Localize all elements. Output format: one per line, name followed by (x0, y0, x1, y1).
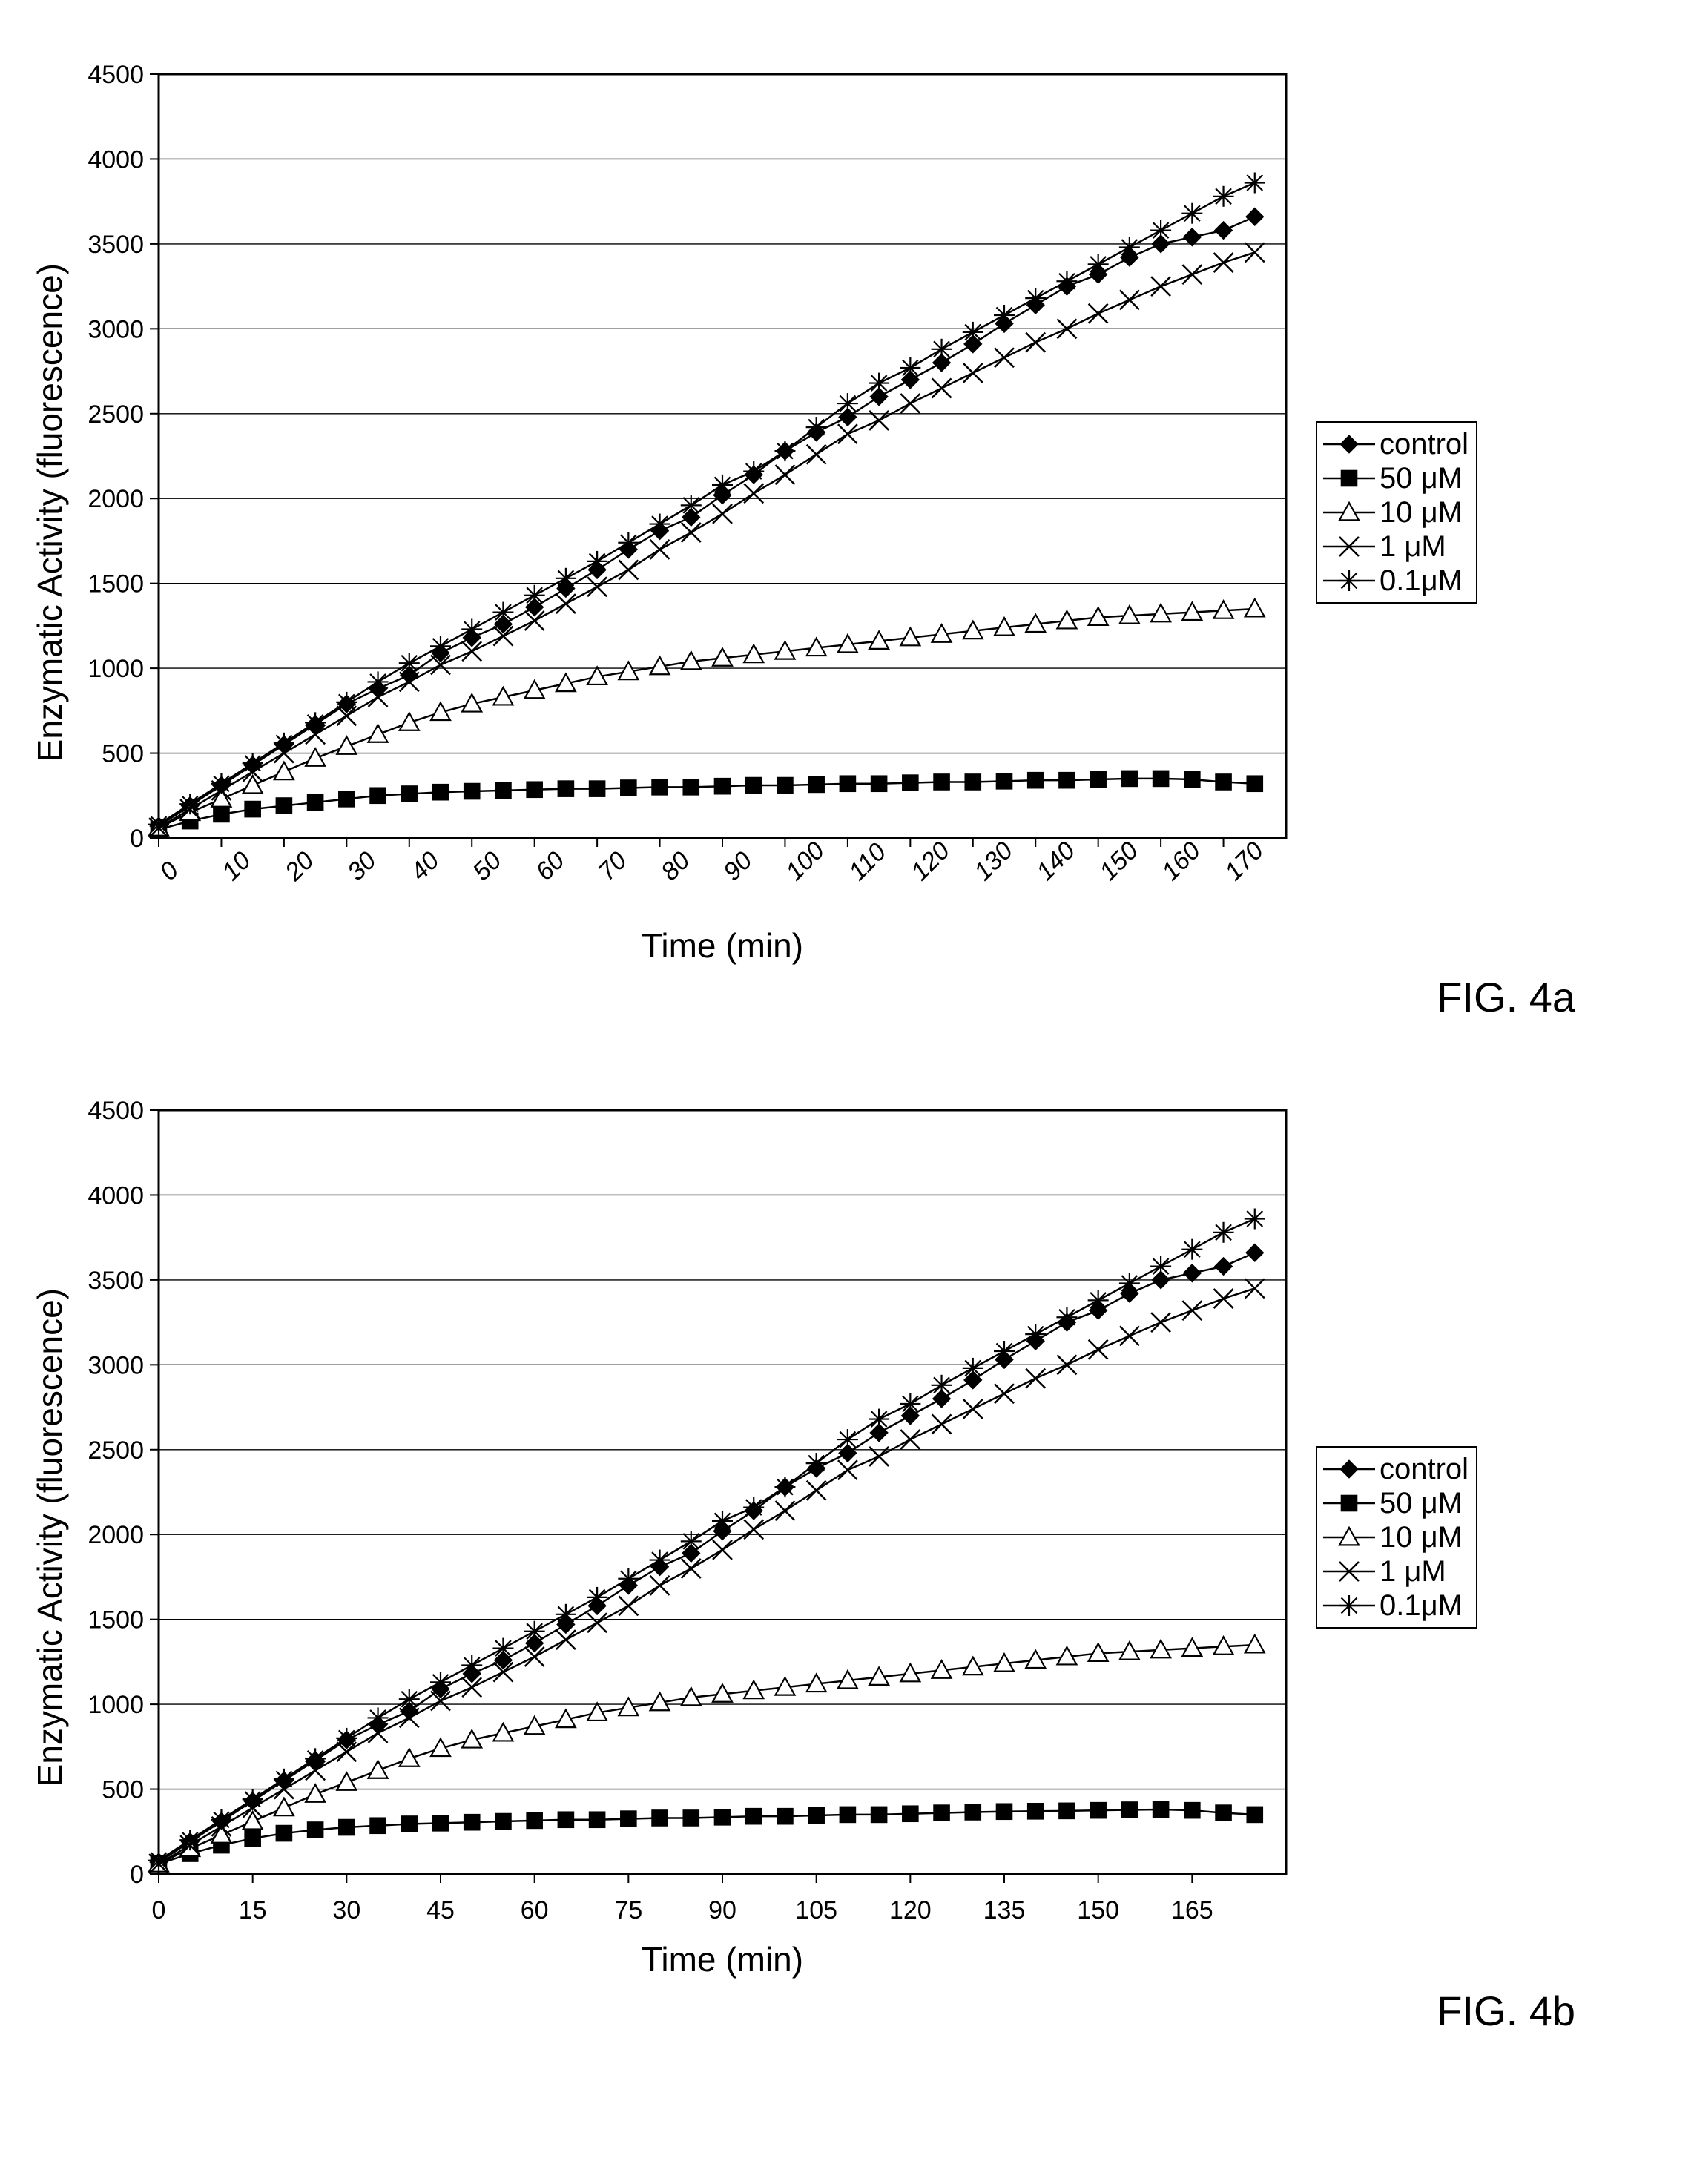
series-line-0.1uM (159, 182, 1255, 824)
x-tick: 50 (467, 846, 507, 886)
figure-caption: FIG. 4a (30, 973, 1664, 1021)
svg-text:1000: 1000 (88, 1691, 144, 1719)
legend-label: control (1380, 427, 1469, 461)
x-tick: 75 (614, 1896, 642, 1925)
x-tick: 60 (530, 846, 570, 886)
legend-label: 10 μM (1380, 495, 1463, 529)
svg-text:4500: 4500 (88, 1097, 144, 1125)
svg-text:3000: 3000 (88, 1351, 144, 1379)
legend-swatch (1323, 467, 1375, 489)
figure-container: Enzymatic Activity (fluorescence)0500100… (30, 59, 1664, 2035)
x-tick: 15 (239, 1896, 267, 1925)
svg-text:2000: 2000 (88, 1521, 144, 1549)
chart-row: Enzymatic Activity (fluorescence) 0 500 100… (30, 1095, 1664, 1979)
svg-text:2500: 2500 (88, 1436, 144, 1465)
svg-text:4000: 4000 (88, 145, 144, 174)
svg-text:500: 500 (102, 1776, 144, 1804)
legend-item-50uM: 50 μM (1323, 1486, 1469, 1520)
svg-text:3500: 3500 (88, 231, 144, 259)
x-tick: 30 (342, 846, 382, 886)
legend-item-50uM: 50 μM (1323, 461, 1469, 495)
x-tick: 10 (217, 846, 257, 886)
svg-text:1000: 1000 (88, 655, 144, 683)
svg-text:0: 0 (130, 825, 144, 853)
series-line-control (159, 217, 1255, 826)
legend-item-control: control (1323, 1452, 1469, 1486)
y-axis-label: Enzymatic Activity (fluorescence) (30, 263, 70, 762)
legend-label: 0.1μM (1380, 1588, 1463, 1623)
legend-item-1uM: 1 μM (1323, 1554, 1469, 1588)
legend-swatch (1323, 535, 1375, 558)
legend-label: 50 μM (1380, 1486, 1463, 1520)
legend-swatch (1323, 433, 1375, 455)
legend-label: 50 μM (1380, 461, 1463, 495)
legend-swatch (1323, 1492, 1375, 1514)
svg-text:4000: 4000 (88, 1181, 144, 1210)
x-tick: 120 (889, 1896, 932, 1925)
x-tick-labels: 0153045607590105120135150165 (159, 1889, 1286, 1926)
series-line-control (159, 1253, 1255, 1862)
x-tick: 20 (280, 846, 320, 886)
legend-swatch (1323, 1594, 1375, 1617)
x-axis-label: Time (min) (159, 926, 1286, 966)
chart-panel-a: Enzymatic Activity (fluorescence)0500100… (30, 59, 1664, 1021)
svg-text:2500: 2500 (88, 400, 144, 429)
x-tick: 90 (708, 1896, 736, 1925)
svg-text:0: 0 (130, 1861, 144, 1889)
x-tick: 45 (426, 1896, 455, 1925)
figure-caption: FIG. 4b (30, 1987, 1664, 2035)
legend-label: 1 μM (1380, 529, 1446, 564)
legend-swatch (1323, 1458, 1375, 1480)
x-tick-labels: 0102030405060708090100110120130140150160… (159, 853, 1286, 912)
legend-swatch (1323, 1560, 1375, 1583)
x-tick: 0 (152, 1896, 166, 1925)
svg-text:1500: 1500 (88, 570, 144, 598)
x-tick: 165 (1171, 1896, 1213, 1925)
legend-swatch (1323, 570, 1375, 592)
plot-area: 0 500 1000 1500 2000 2500 3000 3500 4000 4500 0 15 3… (77, 1095, 1301, 1979)
x-tick: 150 (1077, 1896, 1119, 1925)
legend-item-10uM: 10 μM (1323, 495, 1469, 529)
series-line-0.1uM (159, 1218, 1255, 1860)
chart-panel-b: Enzymatic Activity (fluorescence) 0 500 100… (30, 1095, 1664, 2035)
x-tick: 30 (332, 1896, 360, 1925)
svg-text:1500: 1500 (88, 1606, 144, 1634)
legend: control50 μM10 μM1 μM0.1μM (1316, 1446, 1477, 1629)
svg-text:3000: 3000 (88, 315, 144, 343)
x-tick: 0 (154, 857, 185, 887)
legend: control50 μM10 μM1 μM0.1μM (1316, 421, 1477, 604)
x-tick: 135 (983, 1896, 1026, 1925)
legend-swatch (1323, 1526, 1375, 1548)
legend-item-control: control (1323, 427, 1469, 461)
legend-label: 10 μM (1380, 1520, 1463, 1554)
svg-text:500: 500 (102, 740, 144, 768)
x-axis-label: Time (min) (159, 1939, 1286, 1979)
legend-item-10uM: 10 μM (1323, 1520, 1469, 1554)
legend-item-1uM: 1 μM (1323, 529, 1469, 564)
svg-text:4500: 4500 (88, 61, 144, 89)
legend-label: 1 μM (1380, 1554, 1446, 1588)
y-axis-label: Enzymatic Activity (fluorescence) (30, 1288, 70, 1787)
x-tick: 60 (521, 1896, 549, 1925)
x-tick: 40 (405, 846, 445, 886)
x-tick: 70 (593, 846, 633, 886)
chart-row: Enzymatic Activity (fluorescence)0500100… (30, 59, 1664, 966)
plot-area: 0500100015002000250030003500400045000102… (77, 59, 1301, 966)
legend-label: control (1380, 1452, 1469, 1486)
x-tick: 105 (795, 1896, 837, 1925)
legend-swatch (1323, 501, 1375, 524)
x-tick: 80 (656, 846, 696, 886)
legend-item-0.1uM: 0.1μM (1323, 1588, 1469, 1623)
legend-label: 0.1μM (1380, 564, 1463, 598)
legend-item-0.1uM: 0.1μM (1323, 564, 1469, 598)
svg-text:3500: 3500 (88, 1267, 144, 1295)
svg-text:2000: 2000 (88, 485, 144, 513)
x-tick: 90 (718, 846, 758, 886)
